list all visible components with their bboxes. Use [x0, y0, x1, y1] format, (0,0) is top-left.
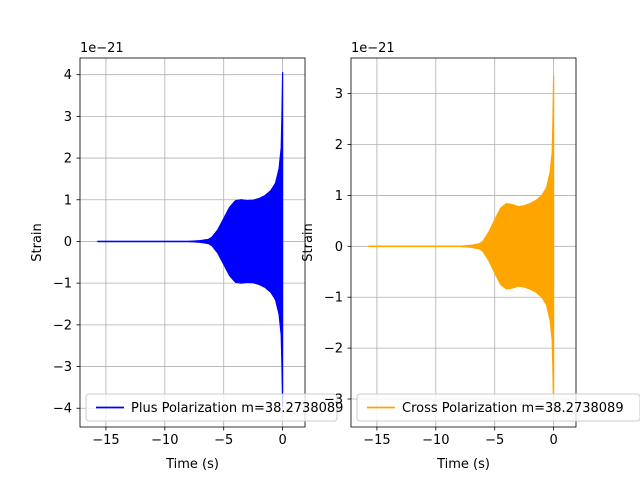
y-offset-label: 1e−21: [80, 41, 124, 56]
legend: Cross Polarization m=38.2738089: [356, 393, 640, 422]
y-axis-ticks: −3 −2 −1 0 1 2 3: [324, 87, 351, 408]
y-tick-label: −2: [53, 318, 72, 333]
y-offset-label: 1e−21: [351, 41, 395, 56]
y-tick-label: 2: [64, 152, 72, 167]
legend: Plus Polarization m=38.2738089: [85, 393, 343, 422]
x-tick-label: −15: [363, 433, 390, 448]
y-axis-label: Strain: [301, 223, 316, 262]
x-axis-label: Time (s): [436, 457, 490, 472]
x-axis-ticks: −15 −10 −5 0: [363, 427, 558, 448]
legend-box: [85, 393, 338, 422]
x-axis-label: Time (s): [165, 457, 219, 472]
y-tick-label: 1: [64, 193, 72, 208]
y-tick-label: 3: [335, 87, 343, 102]
y-tick-label: −3: [324, 393, 343, 408]
y-tick-label: −1: [324, 291, 343, 306]
y-tick-label: −4: [53, 402, 72, 417]
y-tick-label: 2: [335, 138, 343, 153]
y-tick-label: 0: [335, 240, 343, 255]
y-tick-label: −2: [324, 342, 343, 357]
axes-frame: [350, 57, 577, 428]
y-tick-label: 0: [64, 235, 72, 250]
y-tick-label: −3: [53, 360, 72, 375]
y-axis-ticks: −4 −3 −2 −1 0 1 2 3 4: [53, 68, 80, 417]
y-tick-label: 4: [64, 68, 72, 83]
x-tick-label: −10: [422, 433, 449, 448]
x-axis-ticks: −15 −10 −5 0: [92, 427, 287, 448]
legend-label: Cross Polarization m=38.2738089: [402, 401, 624, 416]
y-tick-label: 3: [64, 110, 72, 125]
plot-area: [97, 71, 284, 407]
x-tick-label: −10: [151, 433, 178, 448]
x-tick-label: 0: [278, 433, 286, 448]
plot-area: [368, 75, 555, 415]
legend-box: [356, 393, 640, 422]
x-tick-label: −5: [214, 433, 233, 448]
x-tick-label: −15: [92, 433, 119, 448]
x-tick-label: 0: [549, 433, 557, 448]
y-tick-label: −1: [53, 277, 72, 292]
legend-label: Plus Polarization m=38.2738089: [131, 401, 343, 416]
y-tick-label: 1: [335, 189, 343, 204]
y-axis-label: Strain: [30, 223, 45, 262]
axes-frame: [79, 57, 306, 428]
x-tick-label: −5: [485, 433, 504, 448]
